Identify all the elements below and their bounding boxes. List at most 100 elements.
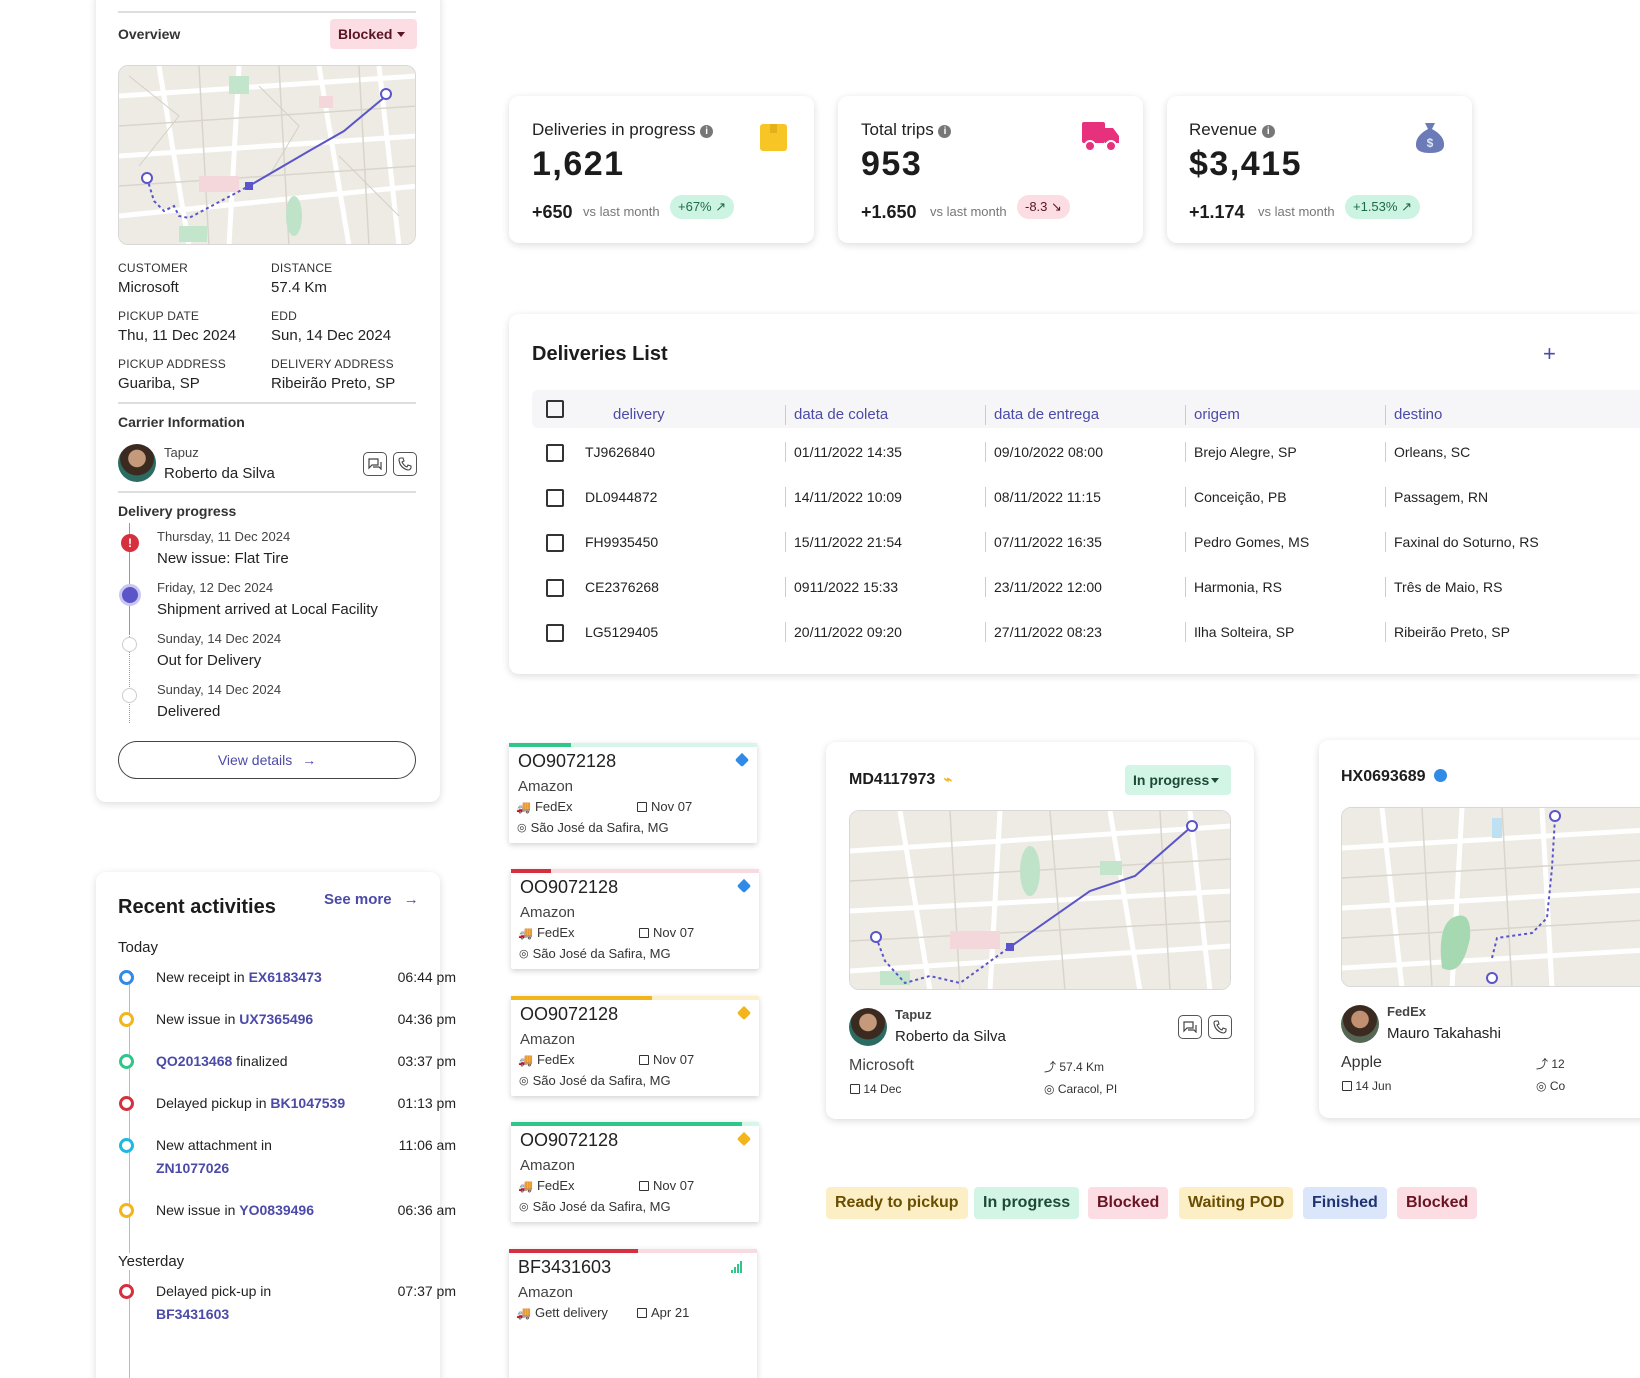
shipment-card[interactable]: OO9072128 Amazon 🚚 FedEx Nov 07 ◎ São José… bbox=[511, 1122, 759, 1222]
stat-vs: vs last month bbox=[583, 204, 660, 219]
trip-card[interactable]: HX0693689 FedEx Mauro Takahashi Apple ⤴ … bbox=[1319, 740, 1640, 1118]
cell-pickup-date: 20/11/2022 09:20 bbox=[785, 622, 902, 642]
date-text: Nov 07 bbox=[651, 799, 693, 814]
shipment-company: Amazon bbox=[518, 778, 574, 795]
column-header[interactable]: data de coleta bbox=[785, 405, 888, 425]
activity-code-link[interactable]: YO0839496 bbox=[239, 1202, 314, 1218]
progress-event: New issue: Flat Tire bbox=[157, 550, 289, 567]
table-row[interactable]: FH9935450 15/11/2022 21:54 07/11/2022 16… bbox=[532, 532, 1640, 554]
column-header[interactable]: data de entrega bbox=[985, 405, 1099, 425]
date-text: 14 Jun bbox=[1355, 1079, 1392, 1093]
shipment-company: Amazon bbox=[518, 1284, 574, 1301]
pin-icon: ◎ bbox=[519, 1075, 529, 1087]
view-details-button[interactable]: View details → bbox=[118, 741, 416, 779]
field-distance-label: DISTANCE bbox=[271, 261, 333, 275]
trip-code: HX0693689 bbox=[1341, 768, 1447, 786]
cell-delivery: LG5129405 bbox=[585, 624, 659, 640]
activity-item[interactable]: QO2013468 finalized 03:37 pm bbox=[119, 1053, 456, 1069]
add-delivery-button[interactable]: + bbox=[1543, 341, 1556, 366]
info-icon: i bbox=[938, 125, 952, 138]
activity-dot-icon bbox=[119, 1284, 134, 1299]
activity-text: New issue in bbox=[156, 1011, 240, 1027]
stat-badge-text: +67% bbox=[678, 199, 712, 214]
call-button[interactable] bbox=[1208, 1015, 1232, 1039]
row-checkbox[interactable] bbox=[546, 534, 564, 552]
carrier-title: Carrier Information bbox=[118, 414, 245, 430]
route-map[interactable] bbox=[118, 65, 416, 245]
activity-code-link[interactable]: EX6183473 bbox=[248, 969, 322, 985]
stat-label-text: Deliveries in progress bbox=[532, 120, 696, 139]
shipment-card[interactable]: OO9072128 Amazon 🚚 FedEx Nov 07 ◎ São José… bbox=[511, 869, 759, 969]
deliveries-list-card: Deliveries List + delivery data de colet… bbox=[509, 314, 1640, 674]
shipment-card[interactable]: OO9072128 Amazon 🚚 FedEx Nov 07 ◎ São José… bbox=[509, 743, 757, 843]
tag-icon bbox=[736, 1131, 752, 1147]
trip-map[interactable] bbox=[1341, 807, 1640, 987]
row-checkbox[interactable] bbox=[546, 624, 564, 642]
activity-item[interactable]: New attachment in ZN1077026 11:06 am bbox=[119, 1137, 456, 1183]
trip-map[interactable] bbox=[849, 810, 1231, 990]
avatar bbox=[118, 444, 156, 482]
progress-date: Sunday, 14 Dec 2024 bbox=[157, 682, 282, 697]
yesterday-label: Yesterday bbox=[118, 1253, 189, 1270]
activity-item[interactable]: New issue in UX7365496 04:36 pm bbox=[119, 1011, 456, 1027]
shipment-carrier: 🚚 FedEx bbox=[518, 925, 575, 940]
table-row[interactable]: DL0944872 14/11/2022 10:09 08/11/2022 11… bbox=[532, 487, 1640, 509]
activity-code-link[interactable]: QO2013468 bbox=[156, 1053, 233, 1069]
chat-icon bbox=[368, 458, 382, 470]
chat-button[interactable] bbox=[1178, 1015, 1202, 1039]
clock-icon bbox=[1433, 769, 1447, 782]
status-tag-blocked: Blocked bbox=[1088, 1187, 1169, 1219]
table-row[interactable]: TJ9626840 01/11/2022 14:35 09/10/2022 08… bbox=[532, 442, 1640, 464]
table-row[interactable]: LG5129405 20/11/2022 09:20 27/11/2022 08… bbox=[532, 622, 1640, 644]
stat-badge: +1.53% ↗ bbox=[1345, 195, 1420, 219]
carrier-name: FedEx bbox=[534, 799, 573, 814]
cell-origin: Pedro Gomes, MS bbox=[1185, 532, 1309, 552]
shipment-card[interactable]: OO9072128 Amazon 🚚 FedEx Nov 07 ◎ São José… bbox=[511, 996, 759, 1096]
stat-badge: -8.3 ↘ bbox=[1017, 195, 1070, 219]
column-header[interactable]: origem bbox=[1185, 405, 1240, 425]
activity-item[interactable]: Delayed pick-up in BF3431603 07:37 pm bbox=[119, 1283, 456, 1329]
row-checkbox[interactable] bbox=[546, 489, 564, 507]
activity-item[interactable]: New issue in YO0839496 06:36 am bbox=[119, 1202, 456, 1218]
shipment-location: ◎ São José da Safira, MG bbox=[519, 1199, 671, 1214]
trip-card[interactable]: MD4117973 ⌁ In progress Tapuz Roberto da… bbox=[826, 742, 1254, 1119]
trip-status-dropdown[interactable]: In progress bbox=[1125, 765, 1231, 795]
shipment-company: Amazon bbox=[520, 904, 576, 921]
chat-button[interactable] bbox=[363, 452, 387, 476]
calendar-icon bbox=[639, 1180, 649, 1191]
progress-fill bbox=[511, 869, 551, 873]
activity-item[interactable]: New receipt in EX6183473 06:44 pm bbox=[119, 969, 456, 985]
shipment-date: Nov 07 bbox=[639, 1052, 694, 1067]
arrow-right-icon: → bbox=[302, 752, 317, 768]
field-customer-value: Microsoft bbox=[118, 279, 179, 296]
cell-destination: Ribeirão Preto, SP bbox=[1385, 622, 1510, 642]
row-checkbox[interactable] bbox=[546, 579, 564, 597]
location-text: Co bbox=[1549, 1079, 1566, 1093]
activity-code-link[interactable]: BK1047539 bbox=[270, 1095, 346, 1111]
activity-item[interactable]: Delayed pickup in BK1047539 01:13 pm bbox=[119, 1095, 456, 1111]
column-header[interactable]: delivery bbox=[613, 406, 665, 423]
status-dropdown[interactable]: Blocked bbox=[330, 19, 417, 49]
call-button[interactable] bbox=[393, 452, 417, 476]
pin-icon: ◎ bbox=[517, 822, 527, 834]
shipment-code: OO9072128 bbox=[520, 1004, 619, 1024]
activity-code-link[interactable]: UX7365496 bbox=[239, 1011, 314, 1027]
field-edd: EDD Sun, 14 Dec 2024 bbox=[271, 309, 391, 344]
select-all-checkbox[interactable] bbox=[546, 400, 564, 418]
table-row[interactable]: CE2376268 0911/2022 15:33 23/11/2022 12:… bbox=[532, 577, 1640, 599]
trip-location: ◎ Co bbox=[1536, 1079, 1565, 1093]
shipment-date: Nov 07 bbox=[639, 925, 694, 940]
see-more-link[interactable]: See more → bbox=[324, 891, 419, 908]
progress-date: Thursday, 11 Dec 2024 bbox=[157, 529, 291, 544]
activity-code-link[interactable]: BF3431603 bbox=[156, 1306, 230, 1322]
truck-icon: 🚚 bbox=[518, 1052, 533, 1067]
stat-delta: +1.650 bbox=[861, 202, 917, 222]
activity-code-link[interactable]: ZN1077026 bbox=[156, 1160, 230, 1176]
trip-map-svg bbox=[850, 811, 1230, 989]
date-text: Apr 21 bbox=[651, 1305, 690, 1320]
row-checkbox[interactable] bbox=[546, 444, 564, 462]
shipment-code: OO9072128 bbox=[520, 877, 619, 897]
shipment-date: Nov 07 bbox=[637, 799, 692, 814]
column-header[interactable]: destino bbox=[1385, 405, 1442, 425]
shipment-card[interactable]: BF3431603 Amazon 🚚 Gett delivery Apr 21 bbox=[509, 1249, 757, 1378]
